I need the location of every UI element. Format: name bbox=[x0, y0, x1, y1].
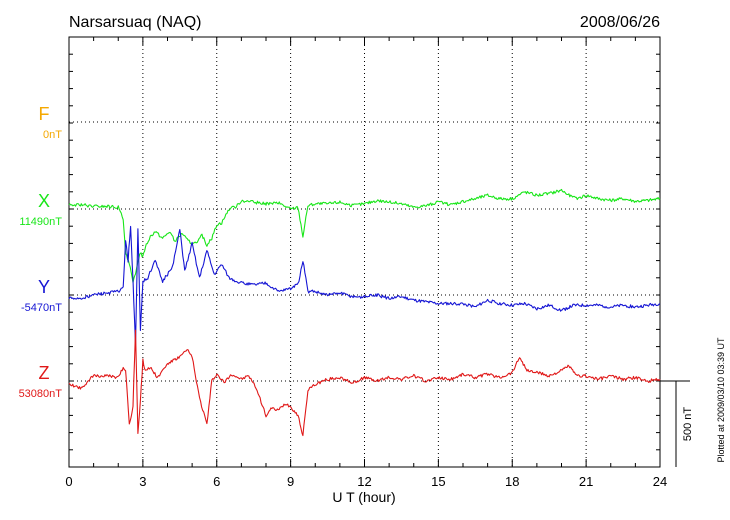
channel-letter-Y: Y bbox=[38, 277, 50, 297]
x-tick-label-3: 3 bbox=[139, 474, 146, 489]
plotted-at-note: Plotted at 2009/03/10 03:39 UT bbox=[716, 337, 726, 463]
date-label: 2008/06/26 bbox=[580, 14, 660, 31]
axis-ticks bbox=[68, 36, 661, 468]
x-tick-label-21: 21 bbox=[579, 474, 593, 489]
series-line-X bbox=[68, 188, 661, 284]
channel-baseline-Y: -5470nT bbox=[21, 302, 62, 314]
x-tick-label-12: 12 bbox=[357, 474, 371, 489]
x-tick-label-24: 24 bbox=[653, 474, 667, 489]
channel-baseline-Z: 53080nT bbox=[19, 388, 63, 400]
channel-baseline-F: 0nT bbox=[43, 129, 62, 141]
x-tick-label-18: 18 bbox=[505, 474, 519, 489]
channel-baseline-X: 11490nT bbox=[19, 216, 62, 228]
x-tick-labels: 0 3 6 9 12 15 18 21 24 bbox=[65, 474, 667, 489]
channel-letter-F: F bbox=[39, 104, 50, 124]
scale-bar-label: 500 nT bbox=[682, 407, 694, 442]
series-line-Y bbox=[68, 225, 661, 346]
x-tick-label-15: 15 bbox=[431, 474, 445, 489]
series-line-Z bbox=[68, 329, 661, 437]
x-tick-label-9: 9 bbox=[287, 474, 294, 489]
channel-labels: F 0nT X 11490nT Y -5470nT Z 53080nT bbox=[19, 104, 63, 400]
x-tick-label-0: 0 bbox=[65, 474, 72, 489]
channel-letter-Z: Z bbox=[39, 363, 50, 383]
series-lines bbox=[68, 188, 661, 437]
channel-letter-X: X bbox=[38, 191, 50, 211]
station-title: Narsarsuaq (NAQ) bbox=[69, 14, 201, 31]
grid-lines bbox=[69, 37, 660, 467]
x-tick-label-6: 6 bbox=[213, 474, 220, 489]
x-axis-label: U T (hour) bbox=[332, 489, 395, 505]
